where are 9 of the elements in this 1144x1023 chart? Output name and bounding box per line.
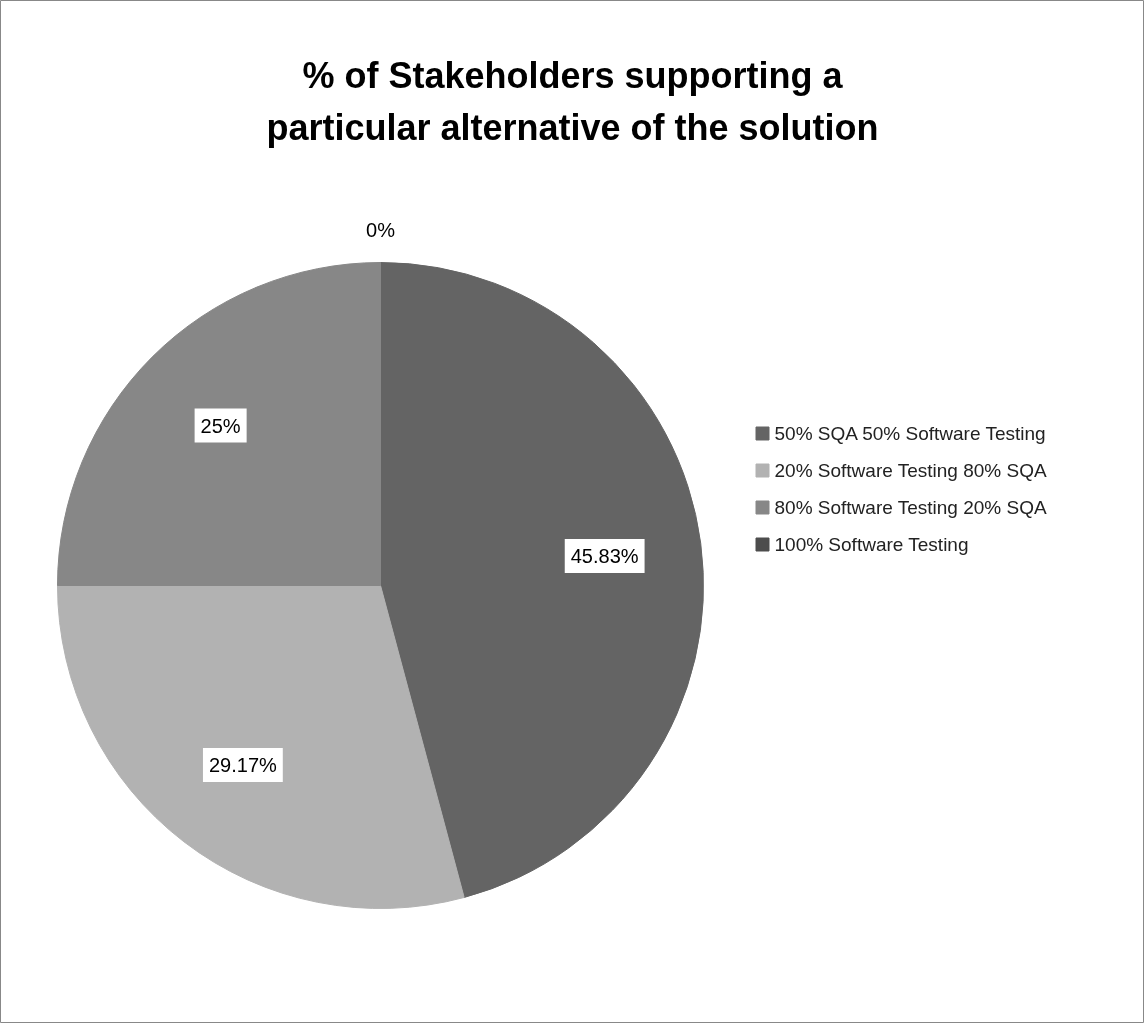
data-label: 29.17% bbox=[208, 753, 278, 776]
text: 0% bbox=[366, 219, 395, 242]
legend-label: 50% SQA 50% Software Testing bbox=[774, 423, 1046, 444]
data-label: 25% bbox=[200, 414, 241, 437]
legend-label: 20% Software Testing 80% SQA bbox=[774, 460, 1047, 481]
data-label: 45.83% bbox=[570, 544, 639, 567]
legend-label: 80% Software Testing 20% SQA bbox=[774, 497, 1047, 518]
chart-title: % of Stakeholders supporting a particular alternative of the solution bbox=[266, 55, 879, 148]
legend-label: 100% Software Testing bbox=[774, 534, 969, 555]
